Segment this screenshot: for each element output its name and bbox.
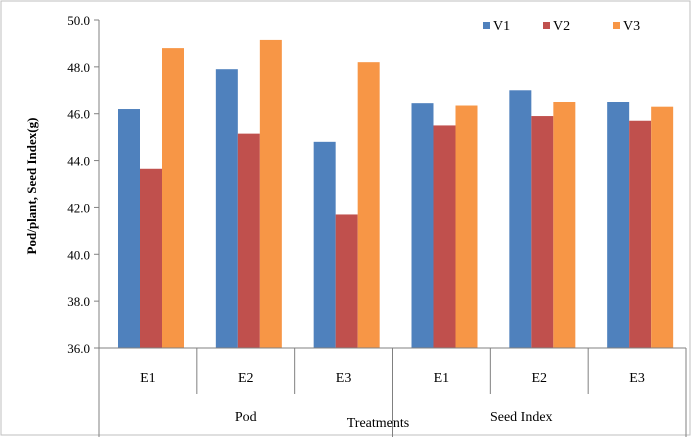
bar-v2-4 <box>433 125 456 348</box>
bar-v2-5 <box>531 116 554 348</box>
legend-label-v2: V2 <box>553 19 570 34</box>
category-label: E3 <box>629 371 645 386</box>
group-label: Seed Index <box>490 410 553 425</box>
bar-v3-3 <box>357 62 380 349</box>
y-tick-label: 44.0 <box>67 154 90 169</box>
y-tick-label: 50.0 <box>67 13 90 28</box>
bars <box>118 39 674 349</box>
category-label: E1 <box>140 371 156 386</box>
category-label: E2 <box>238 371 254 386</box>
y-tick-label: 48.0 <box>67 60 90 75</box>
y-tick-label: 38.0 <box>67 294 90 309</box>
category-label: E3 <box>336 371 352 386</box>
bar-v1-1 <box>118 109 140 349</box>
bar-v1-2 <box>215 69 238 348</box>
bar-v2-6 <box>629 120 652 348</box>
x-axis-title: Treatments <box>347 416 409 431</box>
y-tick-label: 40.0 <box>67 247 90 262</box>
group-label: Pod <box>235 410 257 425</box>
y-tick-label: 36.0 <box>67 341 90 356</box>
legend-swatch-v1 <box>483 22 490 29</box>
bar-v3-2 <box>259 39 282 349</box>
bar-v2-3 <box>335 214 358 348</box>
bar-v3-5 <box>553 102 576 348</box>
legend-label-v1: V1 <box>493 19 510 34</box>
legend: V1 V2 V3 <box>483 19 640 34</box>
axes: 50.0 48.0 46.0 44.0 42.0 40.0 38.0 36.0 E1 E2 E3 E1… <box>67 13 687 437</box>
bar-v1-5 <box>509 90 532 349</box>
legend-swatch-v3 <box>613 22 620 29</box>
y-axis-title: Pod/plant, Seed Index(g) <box>24 118 39 255</box>
bar-v1-4 <box>411 103 434 349</box>
category-label: E1 <box>434 371 450 386</box>
y-tick-label: 46.0 <box>67 107 90 122</box>
bar-v1-6 <box>607 102 630 348</box>
category-label: E2 <box>531 371 547 386</box>
bar-v3-1 <box>162 48 184 348</box>
bar-v2-2 <box>237 133 260 348</box>
bar-v1-3 <box>313 141 336 348</box>
bar-v2-1 <box>140 168 162 348</box>
legend-swatch-v2 <box>543 22 550 29</box>
legend-label-v3: V3 <box>623 19 640 34</box>
y-tick-label: 42.0 <box>67 200 90 215</box>
bar-v3-6 <box>651 106 674 348</box>
bar-v3-4 <box>455 105 478 348</box>
